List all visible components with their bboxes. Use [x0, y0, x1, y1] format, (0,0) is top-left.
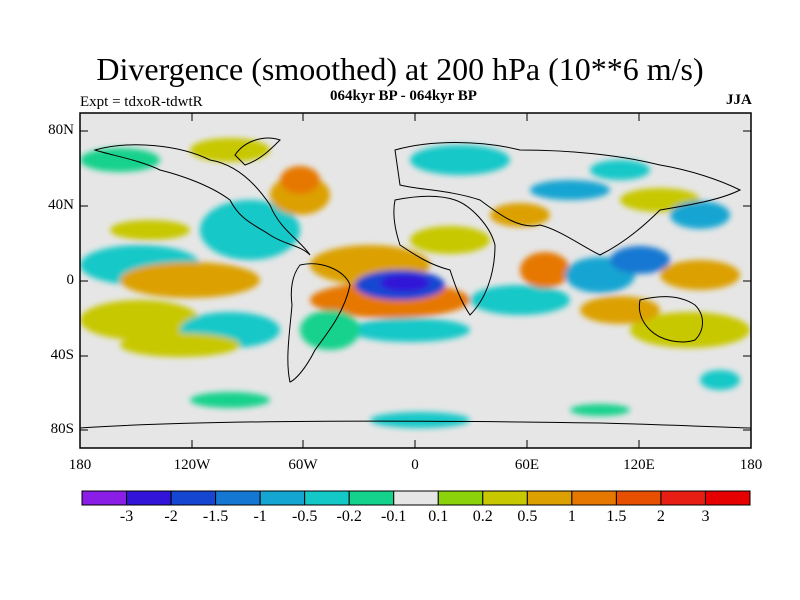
colorbar-box	[393, 490, 439, 506]
colorbar-label: -0.1	[381, 508, 407, 525]
colorbar-box	[571, 490, 617, 506]
colorbar-label: -0.2	[336, 508, 362, 525]
colorbar-box	[482, 490, 528, 506]
colorbar-label: 0.5	[517, 508, 538, 525]
lat-tick-label: 40N	[48, 197, 74, 213]
lat-tick-label: 80N	[48, 122, 74, 138]
period-label: 064kyr BP - 064kyr BP	[330, 88, 477, 104]
colorbar-box	[526, 490, 573, 506]
lat-tick-marks	[80, 130, 751, 431]
experiment-label: Expt = tdxoR-tdwtR	[80, 94, 203, 110]
colorbar-label: -1	[253, 508, 267, 525]
colorbar-box	[437, 490, 484, 506]
colorbar-box	[615, 490, 662, 506]
lat-tick-label: 0	[66, 272, 75, 288]
lon-tick-label: 180	[739, 457, 763, 473]
colorbar-label: -2	[164, 508, 178, 525]
colorbar-label: 1.5	[606, 508, 627, 525]
colorbar-label: -1.5	[202, 508, 229, 525]
colorbar-box	[259, 490, 306, 506]
season-label: JJA	[726, 92, 752, 108]
lon-tick-marks	[191, 113, 640, 448]
colorbar	[81, 490, 751, 506]
colorbar-label: 0.1	[428, 508, 449, 525]
divergence-field	[80, 138, 750, 428]
lon-tick-label: 180	[68, 457, 92, 473]
colorbar-box	[660, 490, 706, 506]
colorbar-label: 1	[567, 508, 576, 525]
colorbar-label: -3	[119, 508, 134, 525]
lon-tick-label: 60W	[288, 457, 318, 473]
colorbar-box	[81, 490, 128, 506]
colorbar-box	[348, 490, 395, 506]
lat-tick-label: 80S	[50, 421, 74, 437]
colorbar-label: -0.5	[291, 508, 318, 525]
lon-tick-label: 120E	[623, 457, 655, 473]
lat-tick-label: 40S	[50, 347, 74, 363]
lon-tick-label: 60E	[514, 457, 540, 473]
colorbar-box	[704, 490, 751, 506]
colorbar-box	[215, 490, 261, 506]
colorbar-label: 2	[656, 508, 665, 525]
lon-tick-label: 120W	[173, 457, 211, 473]
colorbar-box	[126, 490, 172, 506]
coastlines	[80, 137, 751, 429]
map-title: Divergence (smoothed) at 200 hPa (10**6 …	[96, 51, 704, 87]
colorbar-box	[170, 490, 217, 506]
lon-tick-label: 0	[411, 457, 419, 473]
colorbar-box	[304, 490, 350, 506]
colorbar-label: 3	[701, 508, 710, 525]
colorbar-label: 0.2	[472, 508, 493, 525]
